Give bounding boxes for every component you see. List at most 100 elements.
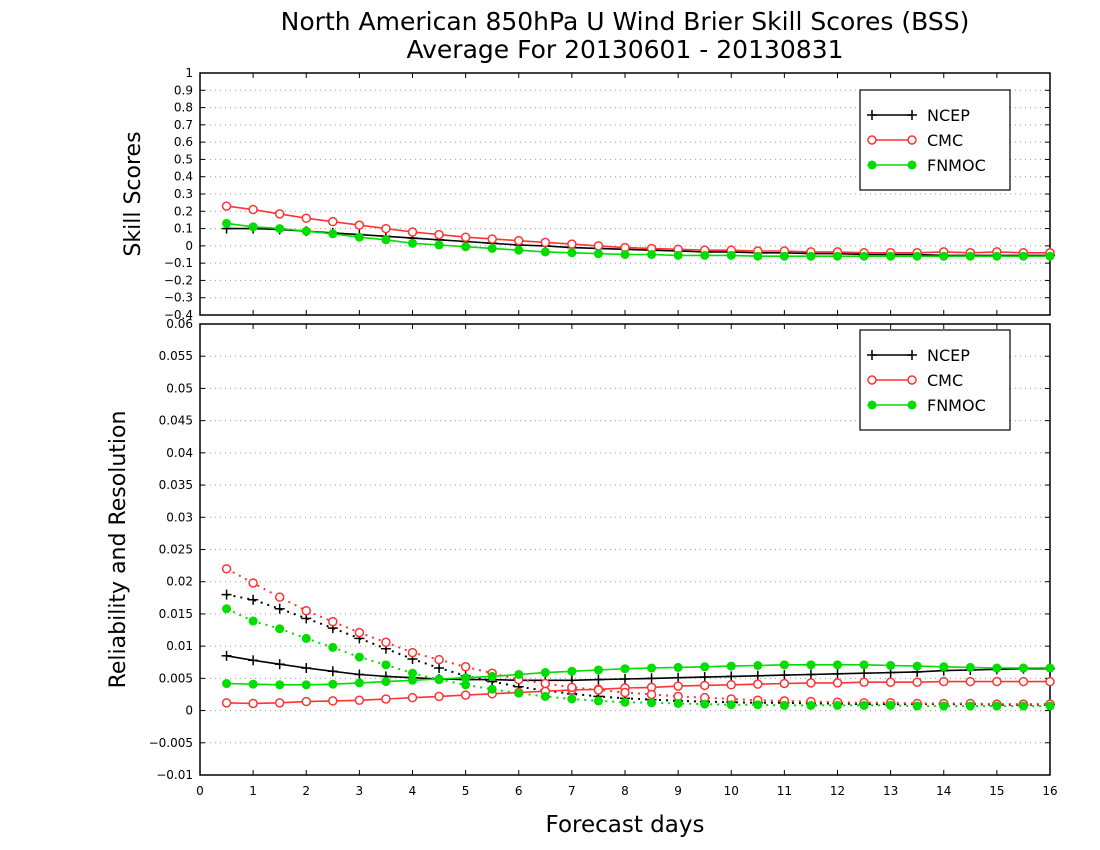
x-tick-label: 1: [249, 784, 257, 798]
bottom-point-fnmoc-dotted: [381, 660, 391, 670]
x-axis-label: Forecast days: [546, 812, 705, 838]
bottom-point-fnmoc: [408, 675, 417, 685]
bottom-point-fnmoc: [567, 666, 577, 676]
top-point-fnmoc: [593, 249, 603, 259]
top-point-fnmoc: [275, 224, 285, 234]
bottom-legend-cmc-label: CMC: [927, 371, 963, 390]
bottom-point-cmc: [673, 681, 683, 691]
bottom-point-fnmoc-dotted: [301, 633, 311, 643]
bottom-point-cmc-dotted: [274, 592, 285, 602]
top-point-cmc: [407, 227, 418, 237]
bottom-point-ncep-dotted: [274, 603, 285, 614]
bottom-point-fnmoc: [833, 660, 842, 670]
bottom-point-cmc-dotted: [221, 564, 232, 574]
x-tick-label: 0: [196, 784, 204, 798]
bottom-point-fnmoc-dotted: [912, 701, 922, 711]
bottom-point-cmc-dotted: [593, 685, 604, 695]
bottom-point-fnmoc: [222, 679, 232, 689]
bottom-legend-fnmoc-label: FNMOC: [927, 396, 986, 415]
bottom-plot-frame: [199, 323, 1051, 776]
bottom-y-axis-label: Reliability and Resolution: [106, 411, 131, 689]
x-tick-label: 15: [989, 784, 1004, 798]
bottom-legend-cmc-marker: [867, 375, 877, 385]
top-ytick-label: 0.4: [174, 170, 193, 184]
bottom-point-cmc: [1018, 676, 1029, 687]
bottom-point-cmc: [301, 696, 311, 707]
bottom-point-fnmoc-dotted: [593, 696, 603, 706]
bottom-point-cmc: [726, 680, 736, 690]
bottom-point-cmc-dotted: [434, 654, 444, 665]
bottom-point-fnmoc: [1018, 663, 1028, 673]
top-ytick-label: −0.2: [164, 273, 193, 287]
top-point-fnmoc: [328, 229, 338, 239]
bottom-point-cmc: [912, 677, 922, 687]
x-tick-label: 10: [724, 784, 739, 798]
bottom-point-ncep-dotted: [248, 594, 259, 605]
top-point-fnmoc: [408, 238, 417, 248]
x-tick-label: 5: [462, 784, 470, 798]
bottom-point-fnmoc: [301, 680, 311, 690]
x-tick-label: 8: [621, 784, 629, 798]
bottom-point-fnmoc-dotted: [647, 698, 657, 708]
bottom-point-ncep: [805, 669, 816, 680]
bottom-point-fnmoc-dotted: [939, 701, 949, 711]
bottom-point-cmc-dotted: [460, 662, 471, 672]
bottom-point-fnmoc: [620, 664, 630, 674]
bottom-point-fnmoc: [540, 668, 550, 678]
skill-scores-panel: −0.4 −0.3 −0.2 −0.1 0 0.1 0.2 0.3 0.4 0.5 0.6 0.7 0.…: [121, 66, 1055, 322]
bottom-point-ncep-dotted: [434, 663, 445, 674]
bottom-point-fnmoc: [487, 671, 497, 681]
bottom-point-cmc: [248, 698, 258, 709]
top-point-fnmoc: [222, 218, 232, 228]
top-point-fnmoc: [806, 251, 816, 261]
top-plot-frame: [199, 72, 1051, 316]
bottom-point-fnmoc-dotted: [700, 699, 710, 709]
top-legend-cmc-marker: [867, 135, 877, 145]
top-point-fnmoc: [992, 251, 1002, 261]
bottom-point-fnmoc: [939, 662, 949, 672]
top-point-fnmoc: [620, 250, 630, 259]
bottom-point-fnmoc-dotted: [328, 642, 338, 652]
bottom-legend: NCEP CMC FNMOC: [859, 329, 1011, 431]
bottom-point-cmc: [832, 678, 843, 688]
x-tick-label: 16: [1042, 784, 1057, 798]
bottom-point-fnmoc: [275, 680, 285, 690]
top-point-fnmoc: [912, 251, 922, 261]
bottom-point-cmc: [407, 692, 418, 703]
bottom-point-fnmoc: [328, 679, 338, 689]
top-ytick-label: 0.6: [174, 135, 193, 149]
bottom-ytick-label: 0.015: [159, 607, 193, 621]
bottom-point-ncep: [673, 672, 684, 683]
bottom-point-cmc-dotted: [620, 687, 630, 698]
bottom-point-cmc: [381, 694, 391, 704]
x-tick-label: 3: [356, 784, 364, 798]
top-point-fnmoc: [1018, 251, 1028, 261]
top-ytick-label: −0.4: [164, 308, 193, 322]
top-point-fnmoc: [487, 243, 497, 253]
bottom-point-ncep: [221, 650, 232, 661]
bottom-point-cmc: [965, 676, 976, 687]
bottom-ytick-label: 0.04: [166, 446, 193, 460]
bottom-point-fnmoc: [514, 669, 524, 679]
bottom-point-fnmoc-dotted: [673, 698, 683, 708]
top-ytick-label: −0.1: [164, 256, 193, 270]
bottom-point-fnmoc-dotted: [461, 680, 471, 690]
top-point-cmc: [514, 235, 524, 246]
top-series-ncep-line: [226, 227, 1050, 257]
bottom-point-ncep: [327, 666, 338, 677]
top-point-cmc: [434, 229, 444, 240]
bottom-point-fnmoc-dotted: [354, 652, 364, 662]
top-point-fnmoc: [859, 251, 869, 261]
bottom-point-fnmoc-dotted: [540, 691, 550, 701]
bottom-point-cmc: [354, 695, 365, 706]
top-point-cmc: [301, 213, 311, 223]
bottom-point-cmc-dotted: [328, 616, 338, 627]
bottom-ytick-label: −0.005: [149, 736, 193, 750]
bottom-point-cmc-dotted: [301, 605, 311, 616]
bottom-legend-fnmoc-marker: [907, 400, 917, 410]
bottom-point-ncep: [779, 670, 790, 681]
bottom-point-cmc: [699, 680, 710, 691]
top-point-fnmoc: [779, 251, 789, 261]
bottom-point-fnmoc: [753, 660, 763, 670]
bottom-point-ncep: [248, 655, 259, 666]
